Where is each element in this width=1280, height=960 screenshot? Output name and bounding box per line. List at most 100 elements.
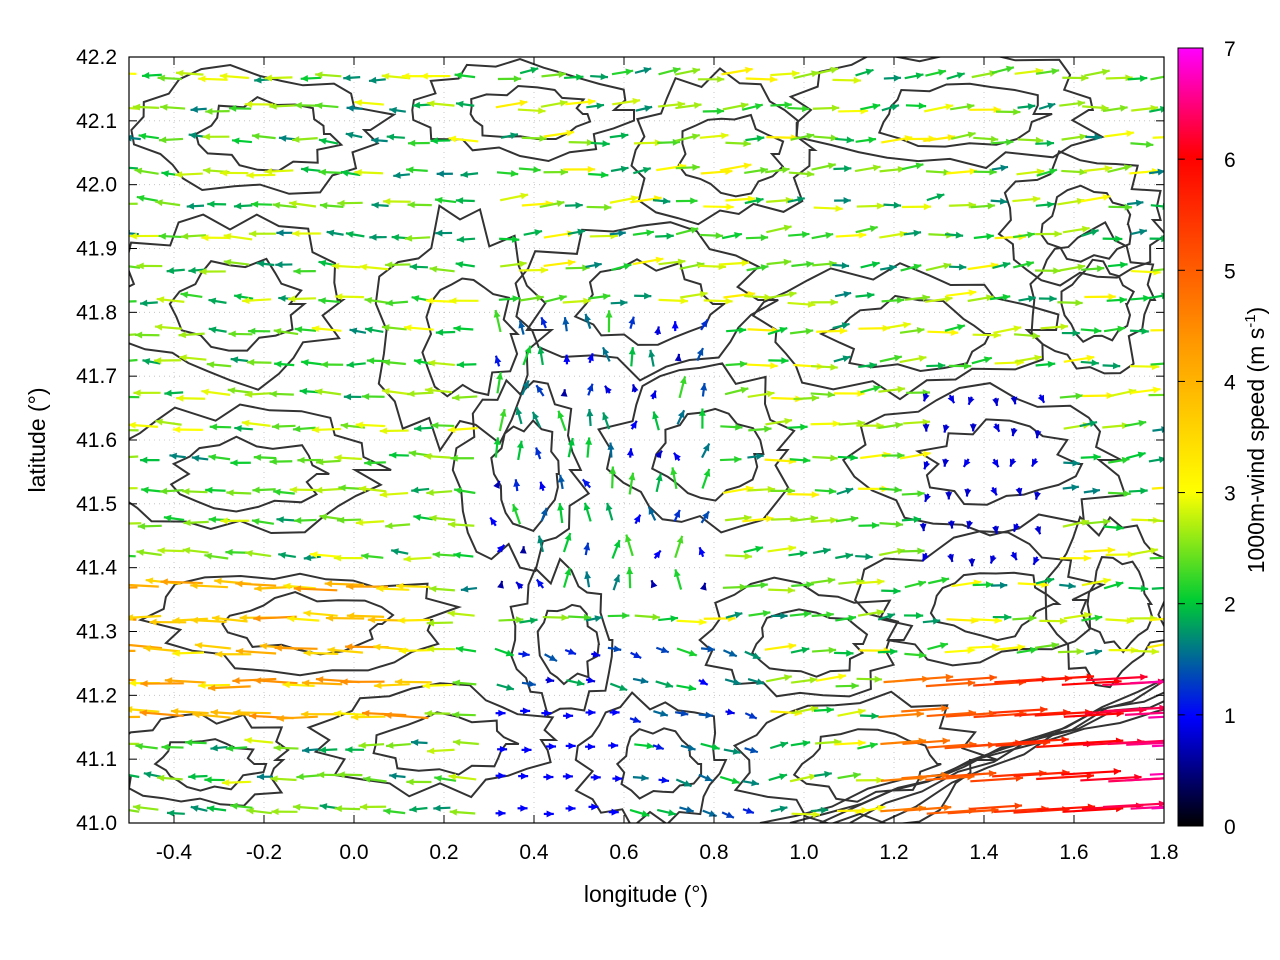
y-tick-label: 42.0	[76, 174, 117, 197]
wind-vector	[1130, 294, 1151, 302]
wind-vector	[855, 578, 885, 586]
wind-vector	[583, 502, 592, 522]
wind-vector	[546, 743, 557, 750]
x-tick-label: 0.4	[519, 841, 549, 864]
wind-vector	[881, 452, 905, 460]
wind-vector	[282, 681, 315, 689]
wind-vector	[585, 743, 596, 751]
colorbar-tick-label: 6	[1224, 149, 1236, 172]
wind-vector	[278, 551, 296, 559]
wind-vector	[454, 72, 476, 79]
wind-vector	[1062, 484, 1080, 492]
wind-vector	[519, 617, 538, 625]
wind-vector	[630, 420, 638, 430]
wind-vector	[628, 316, 636, 329]
wind-vector	[834, 197, 851, 205]
wind-vector	[813, 134, 839, 142]
wind-vector	[1012, 195, 1041, 203]
wind-vector	[246, 807, 272, 815]
wind-vector	[585, 676, 596, 684]
wind-vector	[680, 744, 696, 752]
wind-vector	[567, 228, 586, 236]
wind-vector	[585, 261, 602, 269]
wind-vector	[1106, 296, 1127, 304]
wind-vector	[539, 200, 565, 209]
wind-vector	[540, 99, 568, 108]
wind-vector	[129, 358, 138, 362]
wind-vector	[1151, 584, 1164, 592]
wind-vector	[244, 737, 274, 744]
wind-vector	[879, 354, 903, 363]
x-axis-ticks: -0.4 -0.2 0.0 0.2 0.4 0.6 0.8 1.0 1.2 1.4 1.6 1.8	[156, 57, 1179, 864]
wind-vector	[314, 102, 339, 110]
wind-vector	[676, 409, 686, 425]
wind-vector	[159, 487, 184, 495]
colorbar-label: 1000m-wind speed (m s-1)	[1242, 307, 1269, 573]
y-axis-label: latitude (°)	[24, 387, 50, 492]
wind-vector	[215, 650, 252, 658]
wind-vector	[947, 394, 956, 404]
wind-vector	[879, 165, 906, 173]
wind-vector	[771, 612, 788, 620]
wind-vector	[543, 129, 575, 138]
wind-vector	[155, 199, 181, 207]
wind-vector	[355, 519, 385, 527]
wind-vector	[676, 618, 707, 626]
wind-vector	[670, 467, 678, 489]
wind-vector	[1152, 426, 1164, 434]
wind-vector	[747, 390, 775, 398]
wind-vector	[602, 412, 611, 430]
wind-vector	[345, 231, 365, 238]
wind-vector	[812, 66, 839, 76]
contour-line	[574, 691, 728, 823]
wind-vector	[326, 229, 344, 237]
wind-vector	[297, 456, 322, 464]
wind-vector	[629, 808, 650, 817]
wind-vector	[767, 544, 797, 553]
wind-vector	[968, 558, 976, 567]
wind-vector	[696, 347, 705, 362]
wind-vector	[1081, 577, 1111, 587]
wind-vector	[564, 201, 583, 209]
wind-vector	[811, 611, 834, 619]
wind-vector	[498, 616, 524, 624]
wind-vector	[521, 746, 532, 754]
wind-vector	[346, 104, 363, 112]
wind-vector	[900, 263, 922, 272]
wind-vector	[995, 108, 1021, 116]
wind-vector	[747, 453, 764, 460]
wind-vector	[393, 171, 410, 179]
wind-vector	[901, 490, 925, 498]
wind-vector	[878, 710, 924, 719]
wind-vector	[671, 321, 679, 332]
wind-vector	[855, 225, 878, 234]
wind-vector	[340, 169, 361, 177]
wind-vector	[453, 487, 476, 495]
wind-vector	[1130, 327, 1149, 335]
wind-vector	[855, 136, 877, 144]
wind-vector	[129, 166, 138, 170]
wind-vector	[303, 649, 339, 657]
wind-vector	[460, 585, 478, 593]
wind-vector	[194, 642, 231, 650]
wind-vector	[971, 356, 993, 365]
contour-line	[698, 576, 914, 698]
wind-vector	[883, 74, 902, 82]
wind-vector	[1036, 772, 1095, 781]
wind-vector	[169, 452, 186, 460]
x-tick-label: 0.8	[699, 841, 728, 864]
wind-vector	[655, 680, 674, 688]
wind-vector	[318, 297, 340, 305]
wind-vector	[1034, 525, 1042, 535]
wind-vector	[301, 710, 338, 718]
wind-vector	[143, 645, 181, 653]
wind-vector	[542, 614, 569, 622]
wind-vector	[369, 233, 387, 241]
wind-vector	[724, 386, 749, 396]
wind-vector	[407, 390, 434, 398]
wind-vector	[398, 647, 431, 655]
wind-vector	[722, 649, 738, 658]
wind-vector	[274, 360, 295, 368]
wind-vector	[276, 714, 318, 722]
wind-vector	[225, 548, 248, 556]
